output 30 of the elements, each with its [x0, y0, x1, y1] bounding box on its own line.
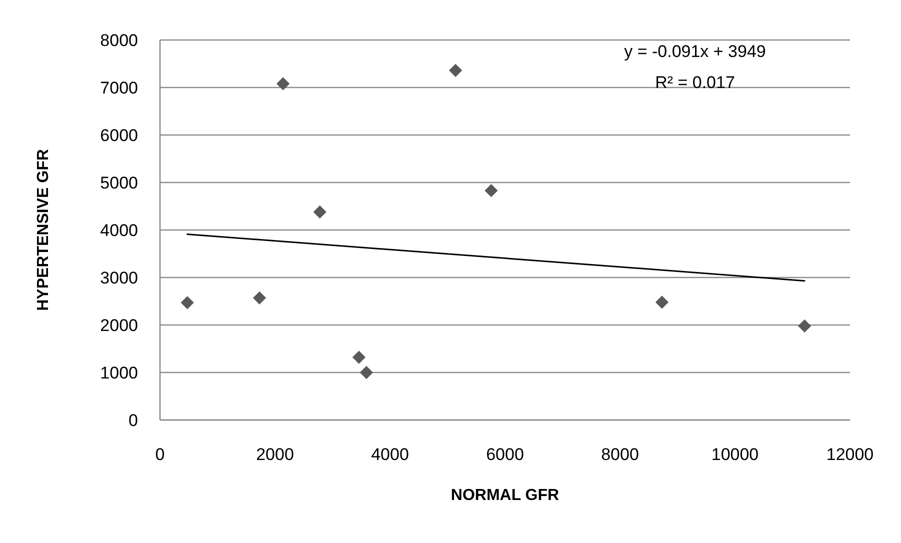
x-tick-label: 4000 [371, 445, 409, 464]
x-axis-title: NORMAL GFR [450, 487, 560, 504]
x-tick-label: 12000 [826, 445, 874, 464]
y-tick-label: 4000 [100, 220, 138, 240]
point [180, 296, 194, 310]
annotation: R² = 0.017 [655, 73, 735, 92]
y-tick-label: 3000 [100, 268, 138, 288]
x-tick-label: 2000 [256, 445, 294, 464]
point [448, 64, 462, 77]
point [352, 350, 366, 364]
point [484, 184, 498, 198]
point [798, 319, 812, 333]
point [252, 291, 266, 304]
y-tick-label: 2000 [100, 316, 138, 335]
point [655, 296, 669, 309]
x-tick-label: 10000 [711, 445, 759, 464]
y-tick-label: 5000 [100, 173, 138, 192]
point [313, 205, 326, 219]
point [276, 77, 290, 90]
y-tick-label: 1000 [100, 363, 138, 382]
x-tick-label: 8000 [601, 445, 639, 464]
y-tick-label: 8000 [100, 30, 138, 50]
y-tick-label: 6000 [100, 126, 138, 145]
x-tick-label: 6000 [486, 445, 524, 464]
y-tick-label: 0 [128, 410, 138, 430]
x-tick-label: 0 [155, 445, 165, 464]
annotation: y = -0.091x + 3949 [624, 42, 766, 61]
y-tick-label: 7000 [100, 78, 138, 98]
point [360, 366, 373, 380]
y-axis-title: HYPERTENSIVE GFR [35, 148, 52, 311]
